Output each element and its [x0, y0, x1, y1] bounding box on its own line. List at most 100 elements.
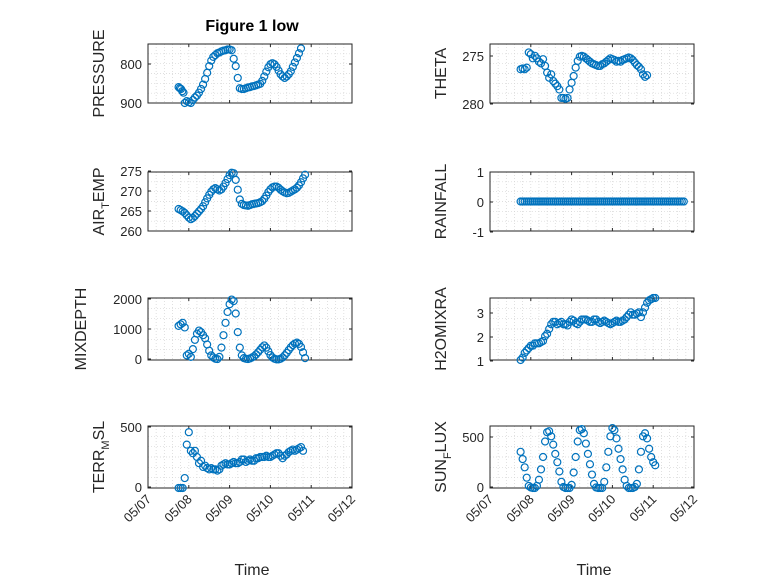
- data-point: [178, 483, 187, 493]
- data-point: [563, 93, 572, 103]
- data-point: [516, 447, 525, 456]
- data-point: [632, 479, 641, 488]
- y-tick-label: 280: [462, 97, 484, 112]
- data-point: [573, 56, 582, 65]
- data-point: [577, 425, 586, 434]
- data-point: [192, 209, 202, 218]
- data-point: [555, 85, 564, 94]
- data-point: [219, 460, 228, 469]
- data-point: [227, 459, 236, 468]
- data-point: [203, 68, 212, 77]
- data-point: [573, 437, 582, 446]
- data-point: [602, 463, 611, 472]
- data-point: [203, 464, 212, 473]
- data-point: [565, 317, 574, 326]
- data-point: [179, 88, 188, 97]
- data-point: [227, 295, 236, 304]
- data-point: [282, 72, 291, 81]
- data-point: [636, 447, 646, 456]
- data-point: [258, 76, 267, 85]
- data-point: [284, 447, 293, 457]
- data-point: [549, 440, 558, 449]
- data-point: [294, 49, 304, 58]
- data-point: [547, 320, 556, 329]
- data-point: [294, 444, 304, 453]
- x-tick-label: 05/08: [161, 492, 195, 526]
- data-point: [276, 185, 285, 194]
- data-point: [180, 208, 189, 218]
- data-point: [198, 202, 208, 211]
- x-tick-label: 05/10: [243, 492, 277, 526]
- y-tick-label: 900: [120, 96, 142, 111]
- data-point: [231, 175, 240, 184]
- data-point: [634, 62, 644, 71]
- y-tick-label: 265: [120, 204, 142, 219]
- data-point: [300, 170, 310, 179]
- data-point: [227, 46, 236, 55]
- data-point: [262, 67, 271, 76]
- h2omixra-subplot: 1 2 3 H2OMIXRA: [433, 287, 695, 371]
- data-point: [616, 454, 625, 464]
- data-point: [288, 341, 297, 350]
- data-point: [288, 445, 297, 454]
- data-point: [270, 450, 279, 459]
- x-axis-label-left: Time: [235, 562, 270, 579]
- data-point: [626, 54, 635, 63]
- data-point: [219, 331, 228, 340]
- data-point: [254, 454, 263, 463]
- data-point: [536, 59, 546, 68]
- data-point: [555, 467, 564, 476]
- axes-box: [147, 171, 353, 232]
- data-point: [638, 70, 648, 79]
- y-axis-label: AIRTEMP: [91, 167, 112, 235]
- data-point: [540, 332, 550, 341]
- x-tick-label: 05/11: [284, 492, 317, 525]
- y-tick-label: 270: [120, 184, 142, 199]
- data-point: [180, 323, 189, 332]
- data-point: [182, 440, 191, 449]
- data-point: [516, 355, 525, 365]
- data-point: [604, 447, 613, 456]
- data-point: [618, 465, 627, 474]
- chart-title: Figure 1 low: [205, 18, 299, 35]
- data-point: [235, 343, 244, 352]
- data-point: [223, 174, 232, 184]
- data-point: [534, 475, 544, 484]
- data-point: [292, 183, 302, 192]
- data-point: [551, 317, 560, 326]
- data-point: [290, 446, 299, 455]
- data-point: [178, 318, 187, 327]
- pressure-subplot: 800 900 PRESSURE: [91, 29, 353, 118]
- data-point: [254, 348, 263, 357]
- data-point: [522, 346, 531, 355]
- data-point: [194, 207, 204, 216]
- x-tick-label: 05/11: [626, 492, 659, 525]
- y-tick-label: 0: [135, 352, 142, 367]
- data-point: [565, 85, 574, 94]
- data-point: [296, 44, 306, 53]
- data-point: [188, 213, 197, 223]
- data-point: [300, 354, 310, 363]
- data-point: [520, 348, 529, 357]
- y-tick-label: 260: [120, 224, 142, 239]
- x-tick-label: 05/09: [544, 492, 578, 526]
- data-point: [551, 79, 560, 88]
- data-point: [543, 329, 552, 338]
- y-tick-label: -1: [472, 225, 484, 240]
- x-tick-label: 05/12: [325, 492, 359, 526]
- data-point: [557, 477, 566, 486]
- data-point: [569, 71, 578, 81]
- data-point: [186, 352, 195, 361]
- data-point: [298, 446, 308, 455]
- data-point: [243, 456, 253, 465]
- data-point: [616, 57, 625, 66]
- data-point: [231, 309, 240, 318]
- data-point: [221, 459, 230, 468]
- data-point: [534, 57, 544, 66]
- axes-box: [489, 43, 695, 104]
- y-tick-label: 0: [477, 480, 484, 495]
- data-point: [538, 336, 548, 346]
- data-point: [209, 353, 218, 362]
- data-point: [182, 351, 191, 360]
- y-tick-label: 500: [462, 430, 484, 445]
